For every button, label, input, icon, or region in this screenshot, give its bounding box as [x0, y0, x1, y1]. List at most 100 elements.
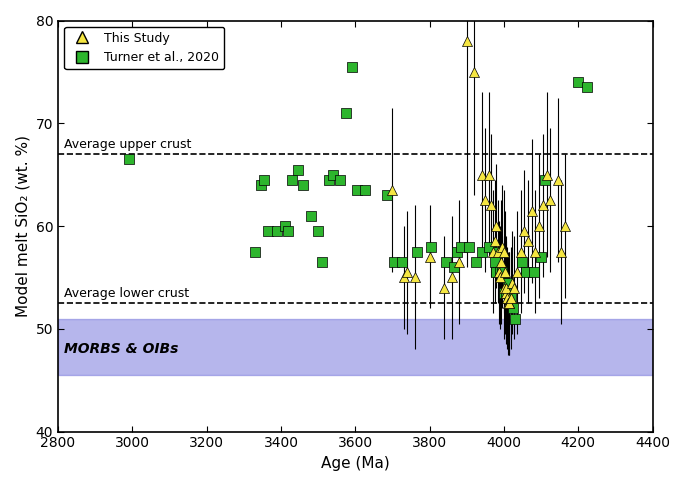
This Study [534, 222, 545, 230]
This Study [495, 274, 506, 281]
Turner et al., 2020 [582, 84, 593, 91]
This Study [503, 299, 514, 307]
Turner et al., 2020 [517, 258, 528, 266]
Turner et al., 2020 [484, 243, 495, 250]
This Study [499, 284, 510, 292]
Turner et al., 2020 [499, 289, 510, 297]
Turner et al., 2020 [396, 258, 407, 266]
This Study [454, 258, 465, 266]
Turner et al., 2020 [539, 176, 550, 184]
Turner et al., 2020 [521, 268, 532, 276]
This Study [398, 274, 409, 281]
This Study [461, 37, 472, 45]
Turner et al., 2020 [286, 176, 297, 184]
Turner et al., 2020 [283, 227, 294, 235]
Bar [58, 318, 653, 375]
This Study [507, 278, 518, 286]
Turner et al., 2020 [495, 268, 506, 276]
Turner et al., 2020 [476, 248, 487, 256]
Turner et al., 2020 [500, 289, 511, 297]
This Study [515, 248, 526, 256]
Legend: This Study, Turner et al., 2020: This Study, Turner et al., 2020 [64, 27, 224, 69]
Turner et al., 2020 [502, 278, 513, 286]
Turner et al., 2020 [340, 109, 351, 117]
This Study [504, 299, 515, 307]
Text: MORBS & OIBs: MORBS & OIBs [64, 342, 178, 356]
This Study [501, 294, 512, 302]
This Study [541, 171, 552, 178]
This Study [505, 294, 516, 302]
Turner et al., 2020 [249, 248, 260, 256]
This Study [479, 196, 490, 204]
Turner et al., 2020 [456, 243, 466, 250]
Turner et al., 2020 [382, 191, 393, 199]
Turner et al., 2020 [506, 294, 516, 302]
Turner et al., 2020 [306, 212, 316, 220]
This Study [519, 227, 530, 235]
This Study [523, 238, 534, 245]
This Study [526, 207, 537, 214]
This Study [499, 268, 510, 276]
This Study [493, 248, 503, 256]
Turner et al., 2020 [255, 181, 266, 189]
Turner et al., 2020 [448, 263, 459, 271]
This Study [530, 248, 541, 256]
This Study [545, 196, 556, 204]
This Study [402, 268, 413, 276]
Turner et al., 2020 [272, 227, 283, 235]
This Study [498, 248, 509, 256]
Turner et al., 2020 [536, 253, 547, 261]
This Study [491, 222, 502, 230]
This Study [560, 222, 571, 230]
This Study [501, 284, 512, 292]
Turner et al., 2020 [411, 248, 422, 256]
This Study [512, 268, 523, 276]
This Study [494, 268, 505, 276]
This Study [387, 186, 398, 194]
Turner et al., 2020 [351, 186, 362, 194]
Turner et al., 2020 [489, 258, 500, 266]
This Study [509, 284, 520, 292]
Turner et al., 2020 [426, 243, 437, 250]
This Study [556, 248, 567, 256]
Text: Average upper crust: Average upper crust [64, 138, 191, 151]
Turner et al., 2020 [298, 181, 309, 189]
Turner et al., 2020 [262, 227, 273, 235]
Turner et al., 2020 [335, 176, 346, 184]
This Study [552, 176, 563, 184]
This Study [496, 258, 507, 266]
Turner et al., 2020 [493, 248, 503, 256]
Turner et al., 2020 [471, 258, 482, 266]
Turner et al., 2020 [312, 227, 323, 235]
X-axis label: Age (Ma): Age (Ma) [321, 456, 390, 471]
Turner et al., 2020 [508, 304, 519, 312]
This Study [538, 202, 549, 209]
This Study [469, 68, 479, 76]
Turner et al., 2020 [346, 63, 357, 70]
This Study [484, 171, 495, 178]
Turner et al., 2020 [292, 166, 303, 174]
Turner et al., 2020 [441, 258, 452, 266]
Turner et al., 2020 [123, 156, 134, 163]
This Study [486, 202, 497, 209]
Turner et al., 2020 [324, 176, 335, 184]
This Study [476, 171, 487, 178]
Turner et al., 2020 [327, 171, 338, 178]
Turner et al., 2020 [359, 186, 370, 194]
Turner et al., 2020 [316, 258, 327, 266]
This Study [447, 274, 458, 281]
Turner et al., 2020 [504, 289, 515, 297]
Turner et al., 2020 [528, 268, 539, 276]
Turner et al., 2020 [510, 314, 521, 322]
This Study [503, 299, 514, 307]
This Study [500, 289, 511, 297]
Turner et al., 2020 [389, 258, 400, 266]
Turner et al., 2020 [452, 248, 463, 256]
Turner et al., 2020 [497, 268, 508, 276]
Turner et al., 2020 [279, 222, 290, 230]
This Study [487, 248, 498, 256]
Y-axis label: Model melt SiO₂ (wt. %): Model melt SiO₂ (wt. %) [15, 135, 30, 317]
Turner et al., 2020 [259, 176, 270, 184]
Text: Average lower crust: Average lower crust [64, 287, 189, 300]
This Study [439, 284, 450, 292]
